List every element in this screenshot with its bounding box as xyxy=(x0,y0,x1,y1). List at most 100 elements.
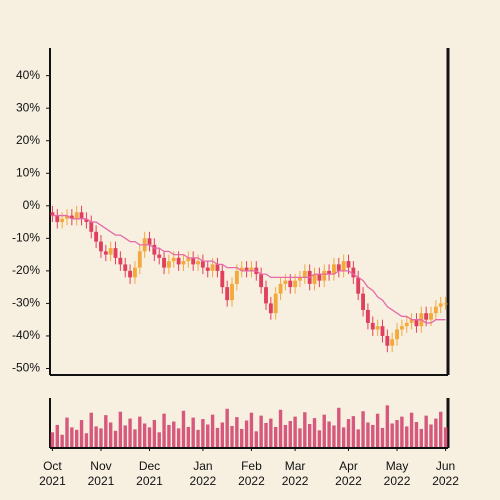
candle-body xyxy=(302,270,307,278)
candle-body xyxy=(327,270,332,275)
volume-bar xyxy=(361,411,365,447)
candle-body xyxy=(128,270,133,278)
volume-bar xyxy=(79,420,84,447)
volume-bar xyxy=(176,428,181,447)
volume-bar xyxy=(167,424,171,447)
volume-bar xyxy=(400,416,404,447)
candle-body xyxy=(74,212,79,219)
candle-body xyxy=(210,264,215,271)
y-tick-label: 0% xyxy=(23,198,41,212)
candle-body xyxy=(365,309,370,323)
x-tick-label: Jan 2022 xyxy=(189,459,217,488)
volume-bar xyxy=(375,413,380,447)
volume-bar xyxy=(337,407,341,447)
y-tick-label: -50% xyxy=(12,361,40,375)
candle-body xyxy=(84,218,89,223)
candle-body xyxy=(278,283,283,294)
candle-body xyxy=(395,329,399,340)
candle-body xyxy=(171,257,176,262)
volume-bar xyxy=(264,422,268,447)
candle-body xyxy=(113,248,118,258)
y-tick-label: 20% xyxy=(16,133,40,147)
volume-bar xyxy=(307,423,312,447)
candle-body xyxy=(351,267,356,278)
y-tick-label: 10% xyxy=(16,165,40,179)
volume-bar xyxy=(312,418,317,447)
candle-body xyxy=(230,283,234,301)
volume-bar xyxy=(60,434,64,447)
candle-body xyxy=(370,322,375,330)
volume-bar xyxy=(84,433,89,447)
volume-bar xyxy=(230,425,234,447)
volume-bar xyxy=(327,421,331,447)
volume-bar xyxy=(181,410,186,447)
x-tick-label: Mar 2022 xyxy=(281,459,309,488)
volume-bar xyxy=(259,415,263,447)
candle-body xyxy=(346,261,351,268)
candle-body xyxy=(181,261,186,265)
volume-bar xyxy=(429,424,433,447)
candle-body xyxy=(147,238,152,245)
moving-average-line xyxy=(52,214,446,324)
candle-body xyxy=(259,274,264,288)
candle-body xyxy=(249,267,254,271)
volume-bar xyxy=(196,429,200,447)
volume-bar xyxy=(409,412,414,447)
candle-body xyxy=(380,326,385,336)
volume-bar xyxy=(50,432,55,447)
candle-body xyxy=(283,280,288,284)
volume-bar xyxy=(273,426,278,447)
volume-bar xyxy=(269,418,273,447)
candle-body xyxy=(414,319,419,327)
volume-bar xyxy=(303,412,307,447)
candle-body xyxy=(375,326,380,330)
candle-body xyxy=(103,251,108,255)
volume-bar xyxy=(65,417,69,447)
volume-bar xyxy=(288,421,292,447)
volume-bar xyxy=(385,405,390,447)
x-tick-label: Dec 2021 xyxy=(136,459,163,488)
candle-body xyxy=(322,270,327,281)
candle-body xyxy=(385,335,390,346)
volume-bar xyxy=(332,425,336,447)
candle-body xyxy=(118,257,123,265)
y-tick-label: 30% xyxy=(16,100,40,114)
candle-body xyxy=(152,244,157,255)
volume-bar xyxy=(341,427,346,447)
volume-bar xyxy=(104,415,108,447)
volume-bar xyxy=(186,426,191,447)
volume-bar xyxy=(70,427,74,447)
candle-body xyxy=(438,303,443,307)
volume-bar xyxy=(254,431,258,447)
candle-body xyxy=(288,280,293,288)
volume-bar xyxy=(138,416,142,447)
candle-body xyxy=(234,270,239,284)
volume-bar xyxy=(147,427,152,447)
volume-bar xyxy=(123,425,127,447)
candle-body xyxy=(361,293,366,310)
volume-bar xyxy=(434,418,438,447)
candle-body xyxy=(69,215,74,219)
volume-bar xyxy=(142,423,147,447)
candle-body xyxy=(356,277,361,294)
volume-bar xyxy=(443,427,448,447)
candle-body xyxy=(429,313,433,320)
candle-body xyxy=(433,306,438,314)
volume-bar xyxy=(424,415,428,447)
candle-body xyxy=(166,261,171,268)
volume-bar xyxy=(240,428,244,447)
volume-bar xyxy=(283,424,288,447)
volume-bar xyxy=(346,419,351,447)
volume-bar xyxy=(244,420,249,447)
volume-bar xyxy=(225,408,229,447)
volume-bar xyxy=(235,417,239,447)
candle-body xyxy=(399,326,404,330)
candle-body xyxy=(404,322,409,327)
x-tick-label: Oct 2021 xyxy=(39,459,66,488)
x-tick-label: Feb 2022 xyxy=(238,459,265,488)
volume-bar xyxy=(278,409,283,447)
y-tick-label: -30% xyxy=(12,296,40,310)
volume-bar xyxy=(172,421,176,447)
x-tick-label: Jun 2022 xyxy=(432,459,459,488)
